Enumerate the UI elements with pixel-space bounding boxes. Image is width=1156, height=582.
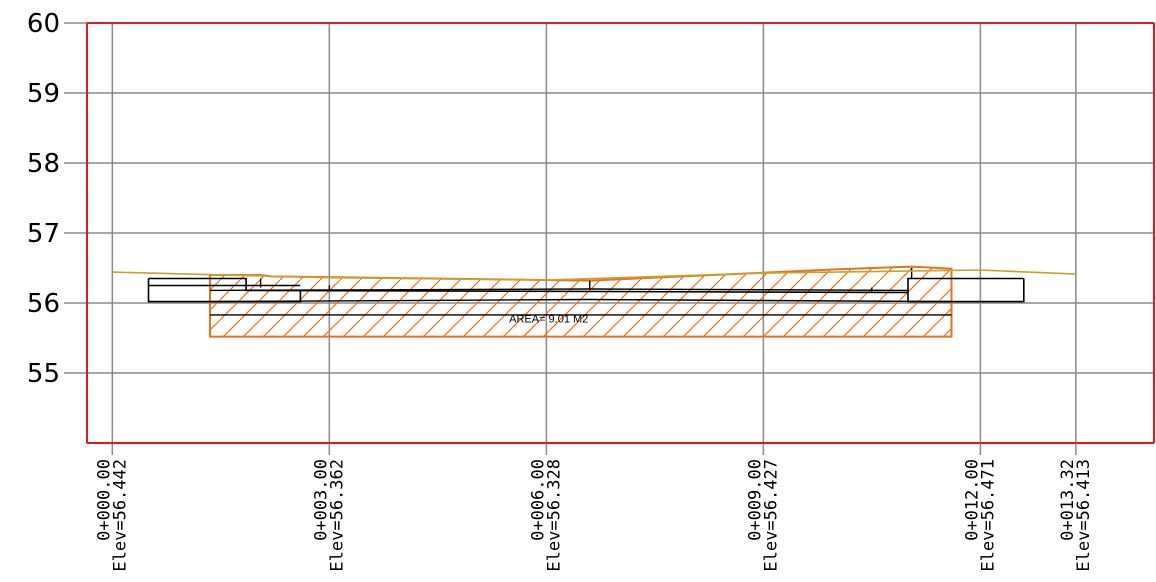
ground-line bbox=[112, 269, 1076, 281]
elev-label-0: Elev=56.442 bbox=[110, 459, 130, 572]
grid-layer bbox=[64, 22, 1154, 455]
y-tick-label-59: 59 bbox=[27, 79, 60, 109]
y-tick-label-55: 55 bbox=[27, 359, 60, 389]
area-label: AREA= 9.01 M2 bbox=[509, 314, 588, 326]
pavement-top-line bbox=[148, 277, 1024, 294]
elev-label-3: Elev=56.427 bbox=[761, 459, 781, 572]
elev-label-5: Elev=56.413 bbox=[1074, 459, 1094, 572]
station-label-1: 0+003.00 bbox=[311, 459, 331, 541]
station-label-0: 0+000.00 bbox=[94, 459, 114, 541]
y-tick-label-57: 57 bbox=[27, 219, 60, 249]
curb-left bbox=[147, 278, 302, 303]
elev-label-2: Elev=56.328 bbox=[544, 459, 564, 572]
elev-label-1: Elev=56.362 bbox=[327, 459, 347, 572]
plot-layer bbox=[112, 265, 1076, 338]
y-tick-label-60: 60 bbox=[27, 9, 60, 39]
elev-label-4: Elev=56.471 bbox=[978, 459, 998, 572]
pavement-layer-line-2 bbox=[209, 298, 952, 303]
station-label-4: 0+012.00 bbox=[962, 459, 982, 541]
frame-layer bbox=[86, 22, 1155, 444]
station-label-5: 0+013.32 bbox=[1058, 459, 1078, 541]
station-label-2: 0+006.00 bbox=[528, 459, 548, 541]
curb-right bbox=[907, 278, 1025, 303]
y-tick-label-58: 58 bbox=[27, 149, 60, 179]
station-label-3: 0+009.00 bbox=[745, 459, 765, 541]
y-tick-label-56: 56 bbox=[27, 289, 60, 319]
